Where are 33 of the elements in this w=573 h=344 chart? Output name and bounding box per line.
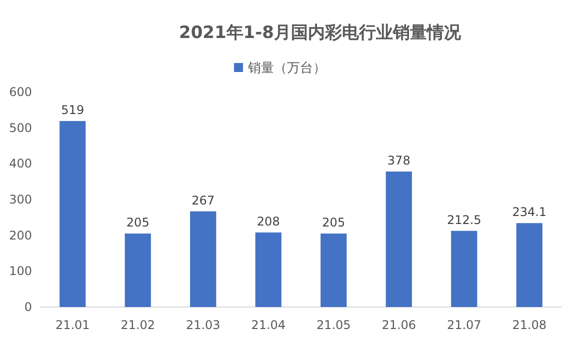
x-tick-label: 21.03 — [186, 318, 220, 332]
bar — [60, 121, 86, 307]
data-label: 267 — [192, 193, 215, 208]
x-tick-label: 21.07 — [446, 318, 482, 332]
bar — [451, 230, 478, 307]
x-tick-label: 21.05 — [316, 318, 351, 332]
data-label: 519 — [61, 103, 84, 118]
x-tick-label: 21.08 — [512, 318, 547, 332]
bar — [516, 223, 542, 307]
data-label: 205 — [322, 216, 346, 230]
bar — [255, 232, 282, 307]
data-label: 378 — [387, 154, 410, 168]
y-tick-label: 500 — [9, 120, 32, 135]
x-tick-label: 21.01 — [55, 318, 90, 332]
legend-label: 销量（万台） — [247, 61, 326, 76]
y-tick-label: 400 — [9, 156, 32, 171]
data-label: 208 — [256, 214, 280, 228]
x-tick-label: 21.04 — [251, 318, 286, 332]
x-tick-label: 21.02 — [120, 318, 156, 332]
x-tick-label: 21.06 — [382, 318, 416, 332]
y-tick-label: 0 — [24, 300, 32, 314]
data-label: 234.1 — [512, 205, 547, 220]
bar — [386, 172, 412, 307]
bar — [190, 211, 216, 307]
y-tick-label: 600 — [9, 85, 32, 99]
y-tick-label: 100 — [9, 264, 32, 278]
bar — [124, 234, 151, 307]
data-label: 205 — [126, 216, 150, 230]
y-tick-label: 300 — [9, 192, 32, 206]
data-label: 212.5 — [446, 212, 482, 227]
bar — [320, 234, 347, 307]
chart-title: 2021年1-8月国内彩电行业销量情况 — [178, 23, 462, 43]
y-tick-label: 200 — [9, 228, 32, 242]
